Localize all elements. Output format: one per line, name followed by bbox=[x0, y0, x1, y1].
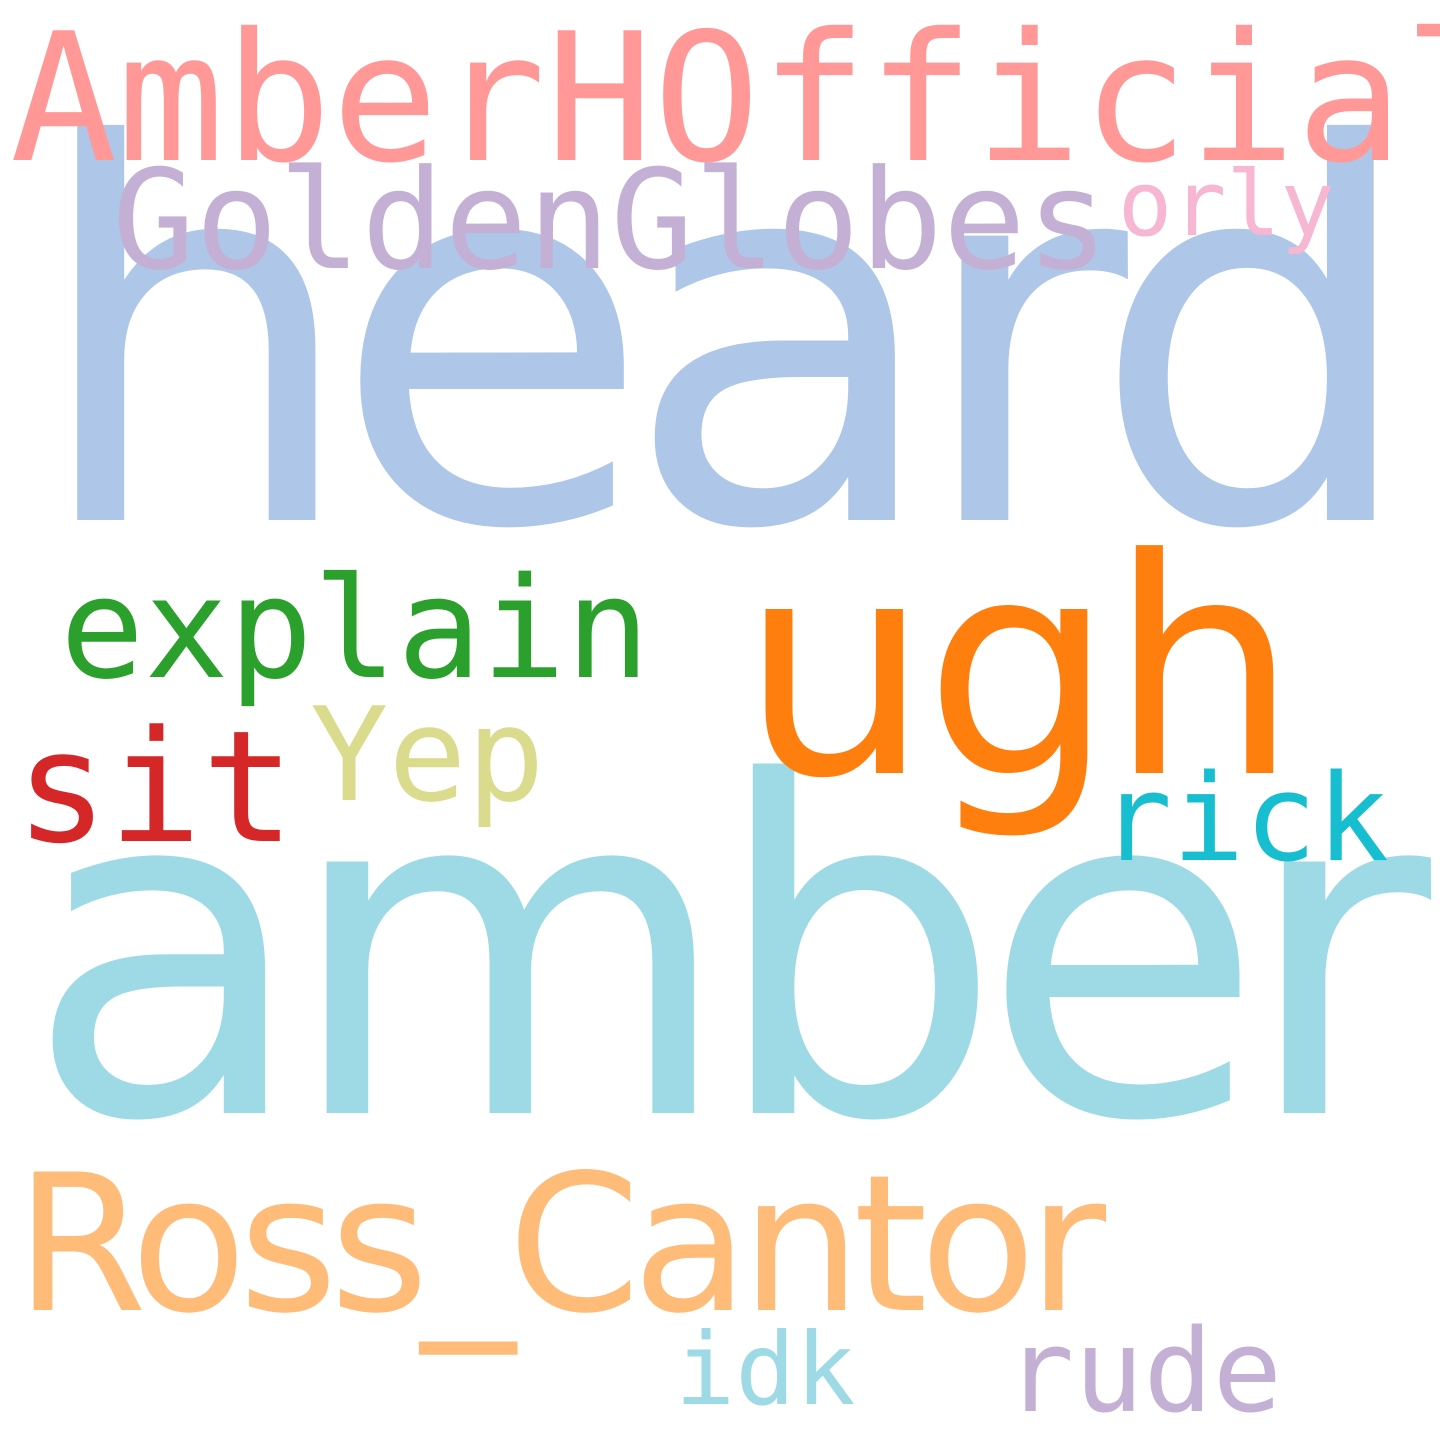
word-rude: rude bbox=[1005, 1305, 1282, 1439]
word-orly: orly bbox=[1118, 152, 1335, 257]
word-rick: rick bbox=[1100, 750, 1389, 889]
word-amber: amber bbox=[25, 687, 1431, 1222]
word-idk: idk bbox=[675, 1311, 856, 1428]
word-sit: sit bbox=[15, 697, 295, 878]
word-yep: Yep bbox=[310, 679, 545, 831]
word-amberhofficial: AmberHOfficial bbox=[10, 0, 1440, 202]
word-explain: explain bbox=[60, 548, 651, 711]
word-ross-cantor: Ross_Cantor bbox=[15, 1134, 1106, 1355]
word-ugh: ugh bbox=[740, 495, 1299, 844]
word-goldenglobes: GoldenGlobes bbox=[112, 140, 1109, 301]
word-heard: heard bbox=[30, 37, 1421, 643]
